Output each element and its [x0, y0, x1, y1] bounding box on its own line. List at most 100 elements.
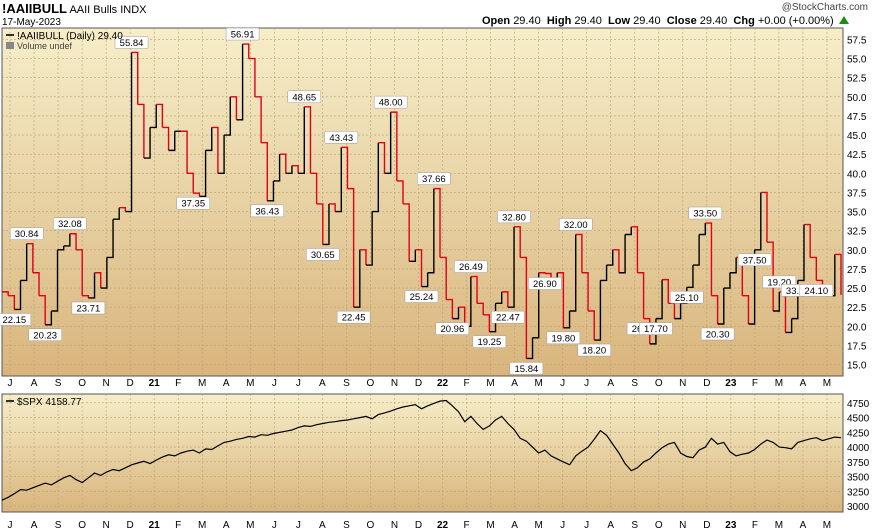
spx-xtick-label: A [319, 520, 326, 530]
aaii-segment [606, 249, 614, 266]
aaii-data-label: 23.71 [76, 303, 100, 314]
aaii-segment [100, 257, 108, 289]
aaii-xtick-label: M [823, 378, 831, 389]
aaii-data-label: 37.50 [743, 255, 767, 266]
aaii-segment [803, 223, 811, 258]
aaii-segment [8, 294, 16, 310]
aaii-data-label-box [0, 313, 32, 326]
aaii-segment [452, 307, 460, 320]
aaii-segment [834, 253, 842, 295]
aaii-legend-title: !AAIIBULL (Daily) 29.40 [17, 31, 123, 42]
spx-ytick-label: 3500 [847, 473, 870, 484]
aaii-segment [267, 180, 275, 202]
aaii-xtick-label: J [8, 378, 13, 389]
aaii-segment [378, 142, 386, 174]
aaii-xtick-label: S [343, 378, 350, 389]
aaii-segment [254, 96, 262, 143]
spx-xtick-label: A [223, 520, 230, 530]
aaii-segment [285, 165, 293, 175]
aaii-segment [14, 280, 22, 311]
aaii-segment [748, 249, 756, 325]
spx-xtick-label: N [679, 520, 686, 530]
aaii-data-label-box [176, 196, 210, 210]
aaii-xtick-label: D [127, 378, 134, 389]
aaii-xtick-label: O [367, 378, 375, 389]
aaii-data-label-box [737, 253, 772, 267]
aaii-xtick-label: D [703, 378, 710, 389]
aaii-segment [199, 150, 207, 197]
aaii-data-label: 25.10 [675, 293, 699, 304]
aaii-segment [618, 234, 626, 274]
aaii-segment [20, 243, 28, 282]
aaii-segment [82, 294, 90, 298]
header-title: !AAIIBULL AAII Bulls INDX [2, 1, 146, 16]
aaii-data-label: 26.90 [533, 279, 557, 290]
aaii-data-label: 24.10 [804, 286, 828, 297]
aaii-xtick-label: A [223, 378, 230, 389]
aaii-segment [76, 249, 83, 296]
instrument-name: AAII Bulls [69, 4, 118, 16]
spx-xtick-label: F [463, 520, 469, 530]
aaii-data-label-box [336, 310, 371, 324]
aaii-segment [279, 153, 287, 174]
aaii-segment [150, 104, 157, 129]
aaii-segment [520, 256, 528, 359]
aaii-segment [773, 291, 781, 312]
spx-legend-title: $SPX 4158.77 [17, 397, 82, 408]
spx-xtick-label: A [800, 520, 807, 530]
aaii-segment [291, 164, 299, 174]
aaii-segment [692, 234, 700, 266]
aaii-xtick-label: F [175, 378, 181, 389]
aaii-segment [723, 272, 731, 289]
aaii-data-label: 48.00 [379, 98, 403, 109]
aaii-xtick-label: 23 [725, 378, 737, 389]
aaii-segment [365, 211, 373, 266]
aaii-segment [168, 131, 176, 152]
exchange: INDX [120, 4, 147, 16]
aaii-segment [211, 126, 219, 174]
aaii-segment [427, 188, 435, 274]
aaii-segment [581, 272, 589, 311]
aaii-xtick-label: A [607, 378, 614, 389]
aaii-ytick-label: 17.5 [847, 341, 867, 352]
open-value: 29.40 [513, 15, 541, 27]
aaii-data-label: 18.20 [582, 346, 606, 357]
aaii-segment [655, 279, 663, 320]
aaii-xtick-label: S [55, 378, 62, 389]
chg-label: Chg [733, 15, 755, 27]
aaii-xtick-label: A [319, 378, 326, 389]
aaii-xtick-label: S [631, 378, 638, 389]
aaii-xtick-label: 21 [149, 378, 161, 389]
aaii-data-label-box [799, 284, 834, 297]
aaii-segment [532, 272, 540, 339]
spx-xtick-label: A [607, 520, 614, 530]
aaii-segment [69, 233, 77, 250]
aaii-xtick-label: O [655, 378, 663, 389]
aaii-segment [409, 249, 417, 262]
aaii-data-label-box [225, 27, 260, 41]
aaii-segment [729, 257, 737, 274]
spx-ytick-label: 4000 [847, 443, 870, 454]
aaii-segment [32, 272, 40, 296]
aaii-data-label: 36.43 [255, 206, 279, 217]
aaii-data-label-box [688, 206, 723, 220]
aaii-segment [433, 187, 441, 258]
aaii-ytick-label: 35.0 [847, 208, 867, 219]
aaii-segment [143, 127, 151, 159]
spx-xtick-label: O [367, 520, 375, 530]
aaii-segment [717, 288, 725, 325]
high-label: High [546, 15, 572, 27]
spx-xtick-label: J [296, 520, 301, 530]
aaii-segment [2, 291, 9, 296]
aaii-xtick-label: N [391, 378, 398, 389]
aaii-segment [45, 310, 53, 326]
symbol: !AAIIBULL [2, 1, 67, 16]
spx-xtick-label: M [486, 520, 494, 530]
aaii-ytick-label: 25.0 [847, 284, 867, 295]
aaii-data-label: 19.25 [477, 337, 501, 348]
aaii-segment [514, 226, 521, 258]
spx-xtick-label: F [752, 520, 758, 530]
aaii-segment [193, 192, 201, 197]
